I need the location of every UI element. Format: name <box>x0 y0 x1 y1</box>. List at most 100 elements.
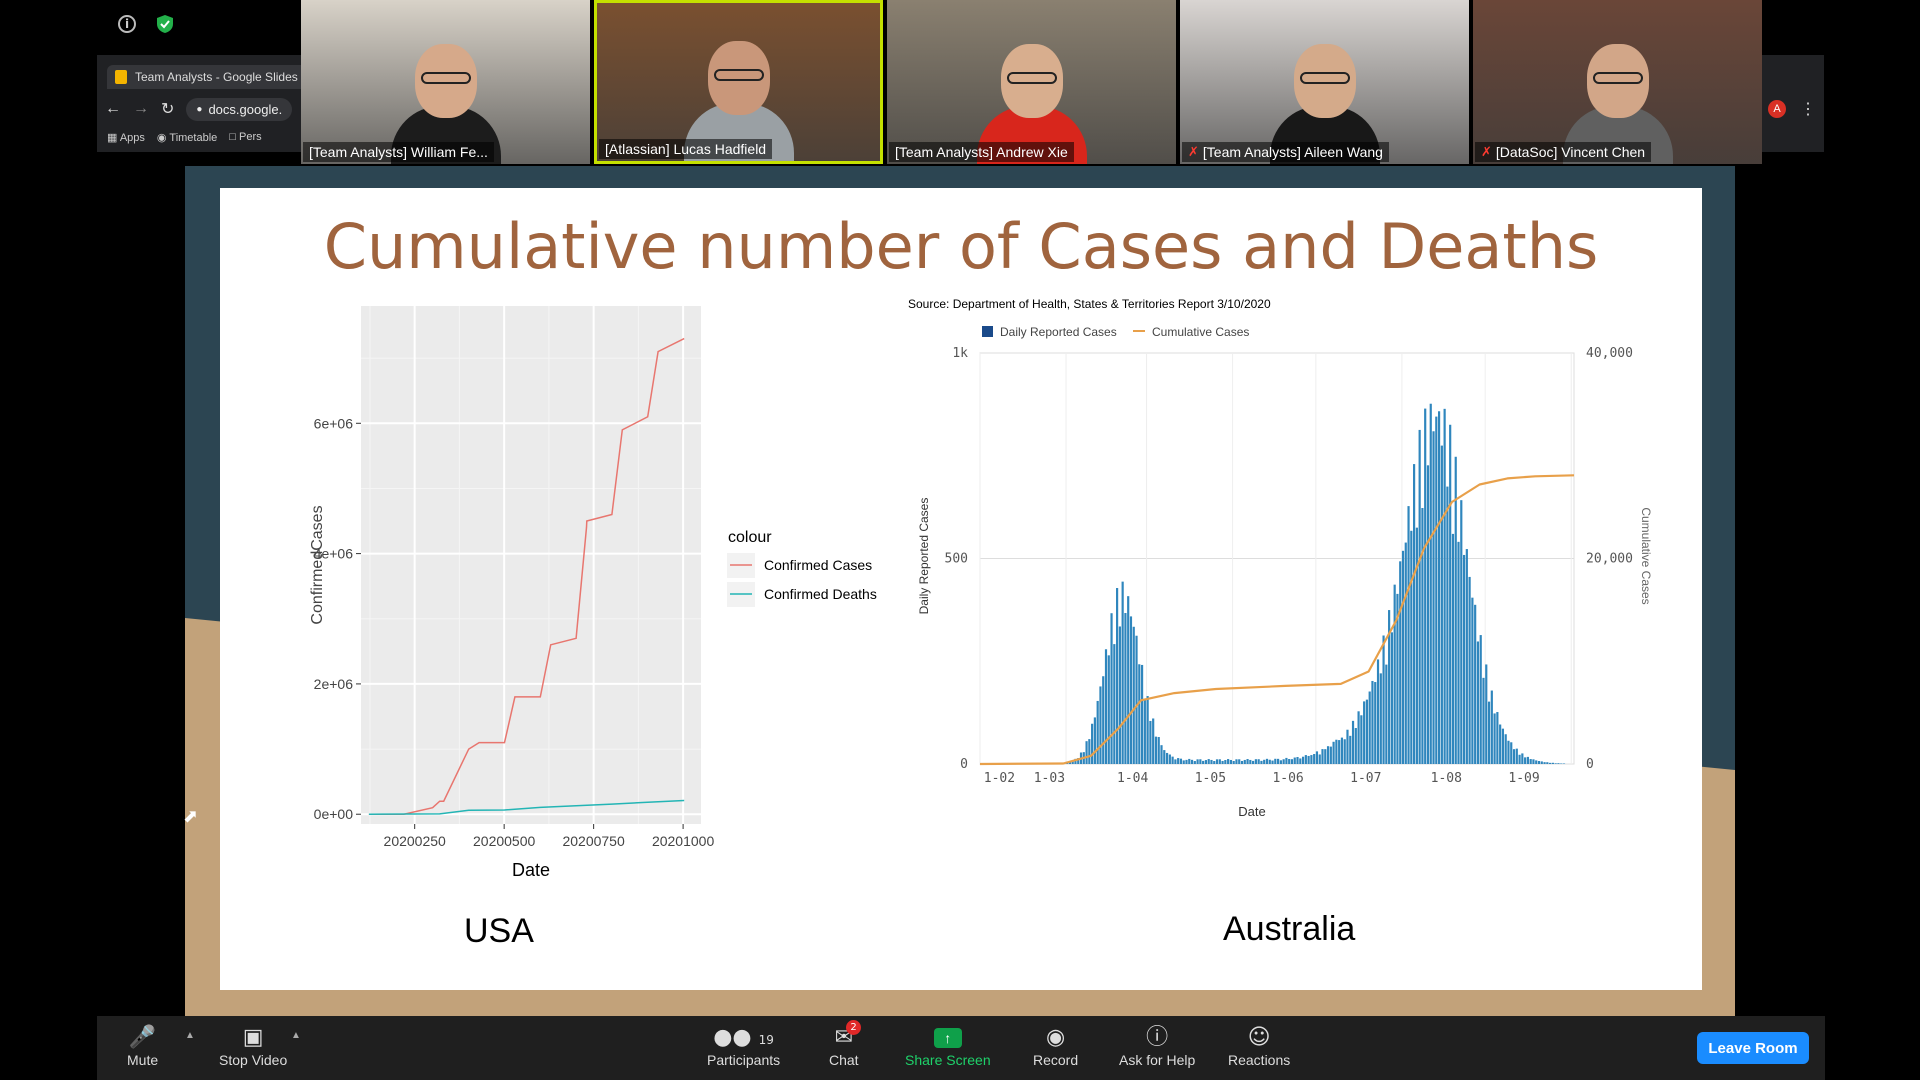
aus-daily-bar <box>1388 610 1391 764</box>
aus-daily-bar <box>1418 429 1421 764</box>
aus-daily-bar <box>1068 761 1071 764</box>
aus-daily-bar <box>1168 754 1171 764</box>
participant-tile[interactable]: ✗ [Team Analysts] Aileen Wang <box>1180 0 1469 164</box>
chat-button[interactable]: ✉ 2 Chat <box>829 1020 861 1068</box>
participant-tile[interactable]: [Team Analysts] William Fe... <box>301 0 590 164</box>
video-options-chevron-icon[interactable]: ▲ <box>291 1030 301 1041</box>
usa-series-line <box>368 799 685 815</box>
microphone-icon: 🎤 <box>128 1025 157 1050</box>
aus-daily-bar <box>1360 715 1363 764</box>
shield-check-icon[interactable] <box>156 14 174 34</box>
browser-tab[interactable]: Team Analysts - Google Slides <box>107 65 303 89</box>
aus-daily-bar <box>1321 749 1324 764</box>
aus-daily-bar <box>1171 756 1174 764</box>
participants-count: 19 <box>758 1033 774 1047</box>
aus-daily-bar <box>1140 664 1144 764</box>
aus-daily-bar <box>1282 759 1285 764</box>
aus-daily-bar <box>1510 742 1513 764</box>
aus-daily-bar <box>1288 759 1291 764</box>
forward-arrow-icon[interactable]: → <box>133 100 149 117</box>
reactions-button[interactable]: ☺ Reactions <box>1228 1024 1290 1068</box>
aus-daily-bar <box>1529 759 1532 764</box>
aus-daily-bar <box>1304 755 1307 764</box>
aus-daily-bar <box>1299 758 1302 764</box>
aus-daily-bar <box>1479 635 1482 764</box>
chat-bubble-icon: ✉ 2 <box>835 1020 861 1052</box>
aus-daily-bar <box>1202 760 1205 764</box>
aus-daily-bar <box>1329 746 1332 764</box>
aus-daily-bar <box>1224 760 1227 764</box>
aus-daily-bar <box>1274 758 1277 764</box>
aus-daily-bar <box>1401 550 1405 764</box>
back-arrow-icon[interactable]: ← <box>105 100 121 117</box>
participant-glasses <box>1299 72 1350 84</box>
bookmark-apps[interactable]: ▦ Apps <box>107 132 145 144</box>
reload-icon[interactable]: ↻ <box>161 101 175 118</box>
participant-name: [DataSoc] Vincent Chen <box>1495 144 1646 160</box>
aus-daily-bar <box>1113 644 1116 764</box>
participant-tile[interactable]: ✗ [DataSoc] Vincent Chen <box>1473 0 1762 164</box>
aus-x-tick-label: 1-03 <box>1034 771 1065 786</box>
aus-x-tick-label: 1-08 <box>1431 771 1462 786</box>
aus-x-tick-label: 1-07 <box>1350 771 1381 786</box>
shared-browser-window: Team Analysts - Google Slides ← → ↻ ● do… <box>97 55 303 152</box>
aus-daily-bar <box>1188 758 1191 764</box>
aus-daily-bar <box>1124 613 1127 764</box>
info-icon[interactable]: i <box>118 15 136 33</box>
mute-button[interactable]: 🎤 Mute <box>127 1024 158 1068</box>
stop-video-label: Stop Video <box>219 1052 288 1068</box>
bookmark-timetable[interactable]: ◉ Timetable <box>156 132 218 144</box>
aus-daily-bar <box>1229 759 1232 764</box>
aus-cumulative-line <box>979 474 1575 766</box>
aus-daily-bar <box>1204 760 1208 764</box>
aus-daily-bar <box>1143 699 1146 764</box>
address-bar-url: docs.google. <box>208 101 283 117</box>
aus-daily-bar <box>1560 763 1563 764</box>
browser-tab-title: Team Analysts - Google Slides <box>135 70 298 84</box>
aus-daily-bar <box>1551 762 1554 764</box>
aus-daily-bar <box>1485 664 1488 764</box>
participant-name: [Atlassian] Lucas Hadfield <box>605 141 767 157</box>
aus-daily-bar <box>1562 763 1566 764</box>
aus-daily-bar <box>1152 718 1155 764</box>
aus-daily-bar <box>1149 720 1152 764</box>
record-button[interactable]: ◉ Record <box>1033 1024 1078 1068</box>
ask-for-help-button[interactable]: ⓘ Ask for Help <box>1119 1024 1195 1068</box>
aus-y-tick-label: 500 <box>945 552 968 567</box>
aus-daily-bar <box>1096 700 1099 764</box>
aus-daily-bar <box>1324 749 1327 764</box>
participant-tile[interactable]: [Team Analysts] Andrew Xie <box>887 0 1176 164</box>
aus-daily-bar <box>1507 740 1510 764</box>
slide-title: Cumulative number of Cases and Deaths <box>323 210 1599 283</box>
bookmark-folder[interactable]: □ Pers <box>229 131 262 143</box>
participants-button[interactable]: ●● 19 Participants <box>707 1024 780 1068</box>
aus-daily-bar <box>1476 641 1480 764</box>
leave-room-button[interactable]: Leave Room <box>1697 1032 1809 1064</box>
muted-microphone-icon: ✗ <box>1188 144 1199 159</box>
address-bar[interactable]: ● docs.google. <box>186 97 293 121</box>
aus-daily-bar <box>1110 613 1113 764</box>
aus-daily-bar <box>1549 762 1552 764</box>
browser-profile-avatar[interactable]: A <box>1768 100 1786 118</box>
aus-daily-bar <box>1335 739 1338 764</box>
record-icon: ◉ <box>1045 1025 1066 1050</box>
aus-daily-bar <box>1343 739 1346 764</box>
aus-daily-bar <box>1340 737 1344 764</box>
aus-y2-tick-label: 40,000 <box>1586 346 1633 361</box>
aus-daily-bar <box>1363 701 1366 764</box>
meeting-toolbar: 🎤 Mute ▲ ▣ Stop Video ▲ ●● 19 Participan… <box>97 1016 1825 1080</box>
aus-daily-bar <box>1177 758 1180 764</box>
aus-daily-bar <box>1354 728 1357 764</box>
browser-menu-icon[interactable]: ⋮ <box>1800 101 1816 118</box>
participants-icon: ●● 19 <box>713 1025 774 1050</box>
aus-daily-bar <box>1199 759 1202 764</box>
participant-tile[interactable]: [Atlassian] Lucas Hadfield <box>594 0 883 164</box>
aus-daily-bar <box>1296 757 1299 764</box>
aus-daily-bar <box>1512 749 1516 764</box>
stop-video-button[interactable]: ▣ Stop Video <box>219 1024 287 1068</box>
share-screen-button[interactable]: ↑ Share Screen <box>905 1024 991 1068</box>
aus-daily-bar <box>1532 759 1535 764</box>
record-label: Record <box>1033 1052 1079 1068</box>
aus-daily-bar <box>1429 403 1432 764</box>
audio-options-chevron-icon[interactable]: ▲ <box>185 1030 195 1041</box>
